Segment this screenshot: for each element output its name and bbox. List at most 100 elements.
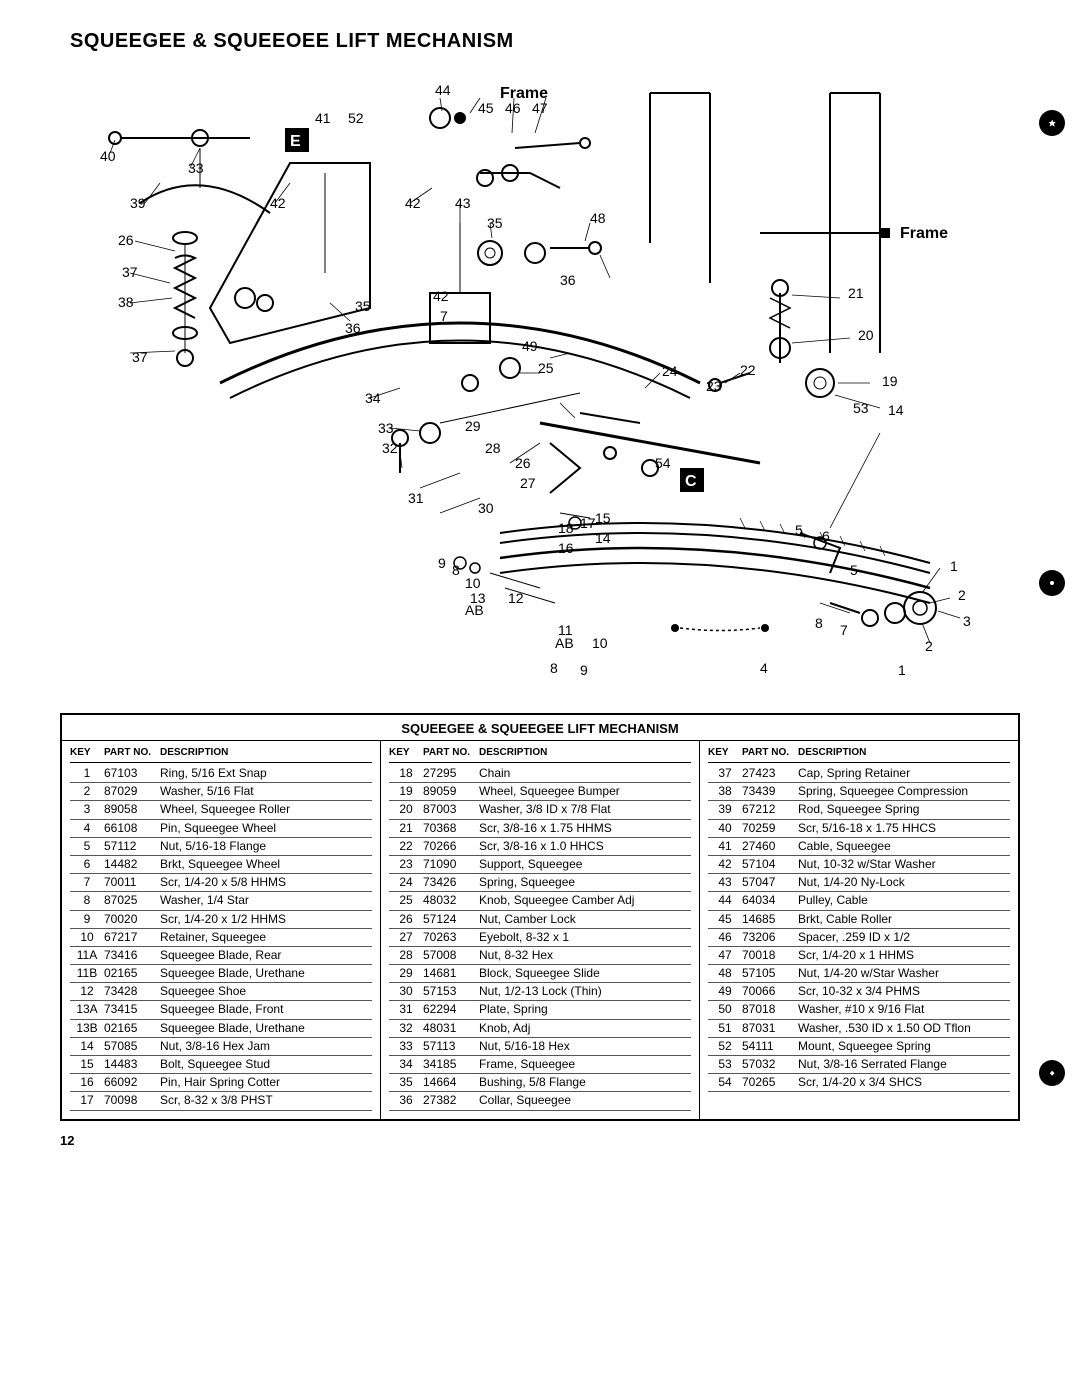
part-row: 11B02165Squeegee Blade, Urethane (70, 965, 372, 983)
svg-text:46: 46 (505, 100, 521, 116)
svg-text:42: 42 (405, 195, 421, 211)
svg-text:10: 10 (592, 635, 608, 651)
svg-text:26: 26 (118, 232, 134, 248)
svg-text:7: 7 (440, 308, 448, 324)
svg-text:35: 35 (487, 215, 503, 231)
svg-text:42: 42 (270, 195, 286, 211)
part-row: 3057153Nut, 1/2-13 Lock (Thin) (389, 983, 691, 1001)
part-row: 3967212Rod, Squeegee Spring (708, 801, 1010, 819)
svg-text:10: 10 (465, 575, 481, 591)
part-row: 4970066Scr, 10-32 x 3/4 PHMS (708, 983, 1010, 1001)
part-row: 557112Nut, 5/16-18 Flange (70, 838, 372, 856)
svg-text:14: 14 (595, 530, 611, 546)
svg-text:45: 45 (478, 100, 494, 116)
part-row: 3357113Nut, 5/16-18 Hex (389, 1038, 691, 1056)
punch-hole-icon (1039, 110, 1065, 136)
svg-text:5: 5 (850, 562, 858, 578)
part-row: 13B02165Squeegee Blade, Urethane (70, 1020, 372, 1038)
page-number: 12 (60, 1133, 1020, 1148)
part-row: 2548032Knob, Squeegee Camber Adj (389, 892, 691, 910)
part-row: 1273428Squeegee Shoe (70, 983, 372, 1001)
svg-text:34: 34 (365, 390, 381, 406)
part-row: 4464034Pulley, Cable (708, 892, 1010, 910)
column-header: KEYPART NO.DESCRIPTION (708, 745, 1010, 763)
part-row: 2087003Washer, 3/8 ID x 7/8 Flat (389, 801, 691, 819)
part-row: 2914681Block, Squeegee Slide (389, 965, 691, 983)
parts-column: KEYPART NO.DESCRIPTION 1827295Chain198905… (381, 741, 700, 1119)
svg-text:AB: AB (555, 635, 574, 651)
part-row: 3873439Spring, Squeegee Compression (708, 783, 1010, 801)
part-row: 287029Washer, 5/16 Flat (70, 783, 372, 801)
part-row: 2473426Spring, Squeegee (389, 874, 691, 892)
part-row: 3162294Plate, Spring (389, 1001, 691, 1019)
svg-text:40: 40 (100, 148, 116, 164)
svg-text:5: 5 (795, 522, 803, 538)
svg-text:24: 24 (662, 363, 678, 379)
table-title: SQUEEGEE & SQUEEGEE LIFT MECHANISM (62, 715, 1018, 741)
part-row: 4357047Nut, 1/4-20 Ny-Lock (708, 874, 1010, 892)
svg-text:43: 43 (455, 195, 471, 211)
svg-text:36: 36 (560, 272, 576, 288)
svg-text:18: 18 (558, 520, 574, 536)
svg-text:21: 21 (848, 285, 864, 301)
svg-text:1: 1 (898, 662, 906, 678)
part-row: 5254111Mount, Squeegee Spring (708, 1038, 1010, 1056)
part-row: 3248031Knob, Adj (389, 1020, 691, 1038)
svg-text:8: 8 (452, 562, 460, 578)
svg-text:23: 23 (706, 378, 722, 394)
svg-text:6: 6 (822, 528, 830, 544)
svg-text:12: 12 (508, 590, 524, 606)
part-row: 3514664Bushing, 5/8 Flange (389, 1074, 691, 1092)
svg-text:C: C (685, 473, 697, 490)
part-row: 13A73415Squeegee Blade, Front (70, 1001, 372, 1019)
part-row: 389058Wheel, Squeegee Roller (70, 801, 372, 819)
part-row: 11A73416Squeegee Blade, Rear (70, 947, 372, 965)
page-title: SQUEEGEE & SQUEEOEE LIFT MECHANISM (70, 30, 1020, 53)
svg-text:37: 37 (122, 264, 138, 280)
frame-label: Frame (900, 225, 948, 242)
part-row: 3727423Cap, Spring Retainer (708, 765, 1010, 783)
svg-text:35: 35 (355, 298, 371, 314)
column-header: KEYPART NO.DESCRIPTION (389, 745, 691, 763)
svg-text:9: 9 (580, 662, 588, 678)
part-row: 887025Washer, 1/4 Star (70, 892, 372, 910)
part-row: 970020Scr, 1/4-20 x 1/2 HHMS (70, 911, 372, 929)
part-row: 1457085Nut, 3/8-16 Hex Jam (70, 1038, 372, 1056)
part-row: 2371090Support, Squeegee (389, 856, 691, 874)
svg-text:14: 14 (888, 402, 904, 418)
svg-text:8: 8 (550, 660, 558, 676)
svg-text:26: 26 (515, 455, 531, 471)
part-row: 3627382Collar, Squeegee (389, 1092, 691, 1110)
svg-text:48: 48 (590, 210, 606, 226)
svg-text:29: 29 (465, 418, 481, 434)
part-row: 2770263Eyebolt, 8-32 x 1 (389, 929, 691, 947)
part-row: 770011Scr, 1/4-20 x 5/8 HHMS (70, 874, 372, 892)
svg-text:2: 2 (958, 587, 966, 603)
svg-text:E: E (290, 133, 301, 150)
svg-text:33: 33 (188, 160, 204, 176)
part-row: 1514483Bolt, Squeegee Stud (70, 1056, 372, 1074)
part-row: 5470265Scr, 1/4-20 x 3/4 SHCS (708, 1074, 1010, 1092)
svg-text:15: 15 (595, 510, 611, 526)
svg-text:17: 17 (580, 515, 596, 531)
svg-text:36: 36 (345, 320, 361, 336)
svg-text:31: 31 (408, 490, 424, 506)
punch-hole-icon (1039, 1060, 1065, 1086)
svg-text:3: 3 (963, 613, 971, 629)
svg-text:52: 52 (348, 110, 364, 126)
svg-text:8: 8 (815, 615, 823, 631)
svg-text:AB: AB (465, 602, 484, 618)
svg-text:1: 1 (950, 558, 958, 574)
part-row: 167103Ring, 5/16 Ext Snap (70, 765, 372, 783)
svg-text:4: 4 (760, 660, 768, 676)
svg-text:33: 33 (378, 420, 394, 436)
part-row: 4857105Nut, 1/4-20 w/Star Washer (708, 965, 1010, 983)
svg-text:39: 39 (130, 195, 146, 211)
svg-text:54: 54 (655, 455, 671, 471)
svg-text:9: 9 (438, 555, 446, 571)
svg-text:47: 47 (532, 100, 548, 116)
svg-text:32: 32 (382, 440, 398, 456)
exploded-diagram: Frame Frame E (60, 73, 1020, 693)
part-row: 1989059Wheel, Squeegee Bumper (389, 783, 691, 801)
part-row: 1827295Chain (389, 765, 691, 783)
